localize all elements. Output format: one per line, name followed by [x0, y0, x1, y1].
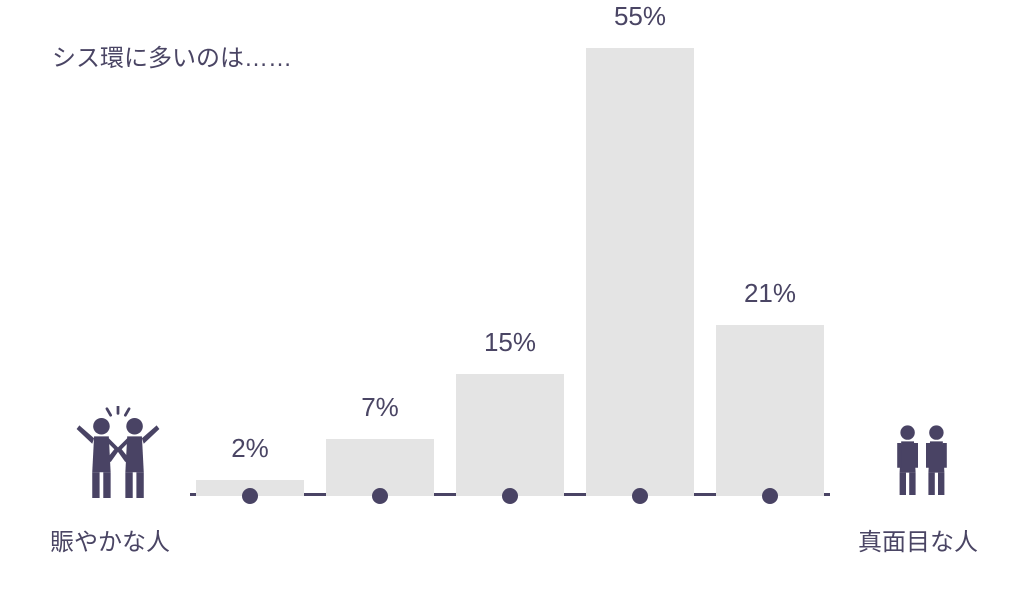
bar [456, 374, 564, 496]
left-axis-label: 賑やかな人 [50, 522, 170, 557]
bar [586, 48, 694, 496]
bar-value-label: 2% [231, 433, 269, 464]
axis-tick [502, 488, 518, 504]
bar-value-label: 7% [361, 392, 399, 423]
axis-tick [632, 488, 648, 504]
bar-chart: 2%7%15%55%21% [190, 40, 830, 496]
lively-people-icon [70, 406, 166, 498]
axis-tick [242, 488, 258, 504]
axis-tick [762, 488, 778, 504]
bar [716, 325, 824, 496]
right-axis-label: 真面目な人 [858, 522, 978, 557]
axis-tick [372, 488, 388, 504]
serious-people-icon [882, 412, 962, 498]
bar-value-label: 55% [614, 1, 666, 32]
bar-value-label: 15% [484, 327, 536, 358]
bar-value-label: 21% [744, 278, 796, 309]
